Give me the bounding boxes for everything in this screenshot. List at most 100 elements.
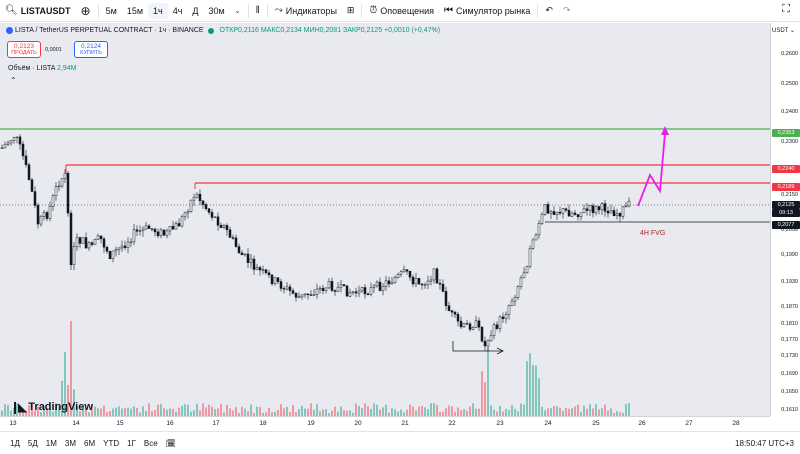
range-1d[interactable]: 1Д	[10, 438, 20, 448]
indicators-button[interactable]: ⤳ Индикаторы	[270, 0, 342, 22]
candle-body	[54, 186, 58, 196]
candles-layer	[0, 134, 631, 352]
volume-bar	[580, 411, 582, 416]
volume-bar	[505, 408, 507, 416]
volume-bar	[238, 412, 240, 416]
candle-body	[588, 205, 592, 211]
volume-legend: Объём · LISTA 2,94M	[8, 65, 77, 72]
candle-body	[624, 205, 628, 208]
time-axis[interactable]: 13 14 15 16 17 18 19 20 21 22 23 24 25 26 27 28	[0, 416, 770, 430]
candle-body	[609, 210, 613, 214]
date-range-button[interactable]: 🗓︎	[162, 439, 180, 448]
volume-bar	[532, 365, 534, 416]
candle-body	[96, 235, 100, 240]
candle-body	[513, 296, 517, 302]
chart-pane[interactable]: 4H FVG LISTA / TetherUS PERPETUAL CONTRA…	[0, 23, 770, 416]
volume-label: Объём · LISTA	[8, 65, 56, 72]
price-axis[interactable]: USDT ⌄ 0,26000,25000,24000,23000,22000,2…	[770, 23, 800, 416]
interval-1h[interactable]: 1ч	[148, 2, 168, 19]
interval-dropdown[interactable]: ⌄	[230, 0, 246, 22]
buy-button[interactable]: 0,2124 КУПИТЬ	[74, 41, 108, 58]
volume-bar	[607, 410, 609, 416]
market-status-dot	[207, 27, 214, 34]
volume-bar	[262, 412, 264, 416]
volume-bar	[529, 353, 531, 416]
candle-body	[375, 281, 379, 287]
replay-button[interactable]: ⏮︎ Симулятор рынка	[439, 0, 535, 22]
interval-15m[interactable]: 15м	[126, 5, 144, 16]
projection-path[interactable]	[637, 132, 666, 207]
candle-body	[585, 208, 589, 211]
undo-button[interactable]: ↶	[540, 0, 558, 22]
candle-body	[528, 247, 532, 267]
range-3m[interactable]: 3М	[64, 438, 76, 448]
candle-body	[147, 225, 151, 229]
legend-title: LISTA / TetherUS PERPETUAL CONTRACT · 1ч…	[15, 27, 204, 34]
candle-body	[93, 239, 97, 245]
redo-button[interactable]: ↷	[558, 0, 576, 22]
volume-bar	[340, 406, 342, 416]
alerts-button[interactable]: ⏰︎ Оповещения	[364, 0, 439, 22]
candle-body	[189, 199, 193, 212]
volume-bar	[496, 411, 498, 416]
candle-body	[549, 211, 553, 214]
price-tag-gray: 0,2077	[772, 221, 800, 229]
range-1y[interactable]: 1Г	[127, 438, 136, 448]
price-chart[interactable]: 4H FVG	[0, 23, 770, 416]
candle-body	[291, 290, 295, 294]
range-all[interactable]: Все	[143, 438, 158, 448]
volume-bar	[202, 403, 204, 416]
volume-bar	[577, 404, 579, 416]
volume-bar	[403, 412, 405, 416]
candle-body	[159, 229, 163, 237]
candle-body	[438, 282, 442, 285]
interval-4h[interactable]: 4ч	[172, 5, 183, 16]
candle-body	[342, 284, 346, 286]
candle-body	[561, 208, 565, 214]
collapse-legend-button[interactable]: ⌃	[10, 76, 17, 85]
candle-body	[12, 137, 16, 141]
sell-button[interactable]: 0,2123 ПРОДАТЬ	[7, 41, 41, 58]
candle-body	[264, 269, 268, 274]
fullscreen-button[interactable]: ⛶	[782, 3, 790, 16]
interval-30m[interactable]: 30м	[208, 5, 225, 16]
chart-type-button[interactable]: ‖	[251, 0, 265, 22]
volume-bar	[283, 408, 285, 416]
volume-bar	[277, 409, 279, 416]
currency-selector[interactable]: USDT ⌄	[772, 27, 795, 34]
candle-body	[558, 211, 562, 214]
volume-bar	[322, 409, 324, 416]
candle-body	[156, 231, 160, 237]
candle-body	[294, 293, 298, 298]
candle-body	[165, 230, 169, 236]
range-1m[interactable]: 1М	[45, 438, 57, 448]
compare-button[interactable]: ⊕	[76, 0, 96, 22]
candle-body	[603, 203, 607, 212]
candle-body	[459, 320, 463, 328]
volume-bar	[430, 403, 432, 416]
range-5d[interactable]: 5Д	[27, 438, 38, 448]
arrow-drawing[interactable]	[452, 341, 502, 352]
candle-body	[390, 282, 394, 285]
volume-bar	[481, 371, 483, 416]
volume-bar	[217, 408, 219, 416]
candle-body	[567, 210, 571, 217]
range-ytd[interactable]: YTD	[103, 438, 120, 448]
interval-1d[interactable]: Д	[192, 5, 199, 16]
candle-body	[504, 314, 508, 319]
fvg-annotation[interactable]: 4H FVG	[640, 230, 665, 237]
candle-body	[447, 305, 451, 311]
symbol-search[interactable]: 🔍︎ LISTAUSDT	[0, 0, 76, 22]
candle-body	[531, 239, 535, 249]
candle-body	[600, 203, 604, 211]
interval-5m[interactable]: 5м	[105, 5, 117, 16]
candle-body	[183, 212, 187, 218]
layouts-button[interactable]: ⊞	[342, 0, 360, 22]
range-6m[interactable]: 6М	[84, 438, 96, 448]
volume-bar	[61, 380, 63, 416]
volume-bar	[604, 404, 606, 416]
candle-body	[354, 291, 358, 294]
candle-body	[627, 200, 631, 207]
volume-bar	[619, 412, 621, 416]
chevron-down-icon: ⌄	[789, 28, 795, 34]
